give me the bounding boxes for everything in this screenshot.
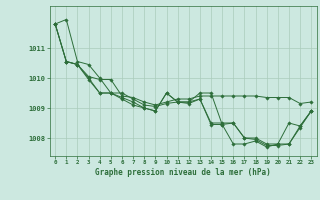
X-axis label: Graphe pression niveau de la mer (hPa): Graphe pression niveau de la mer (hPa) [95,168,271,177]
